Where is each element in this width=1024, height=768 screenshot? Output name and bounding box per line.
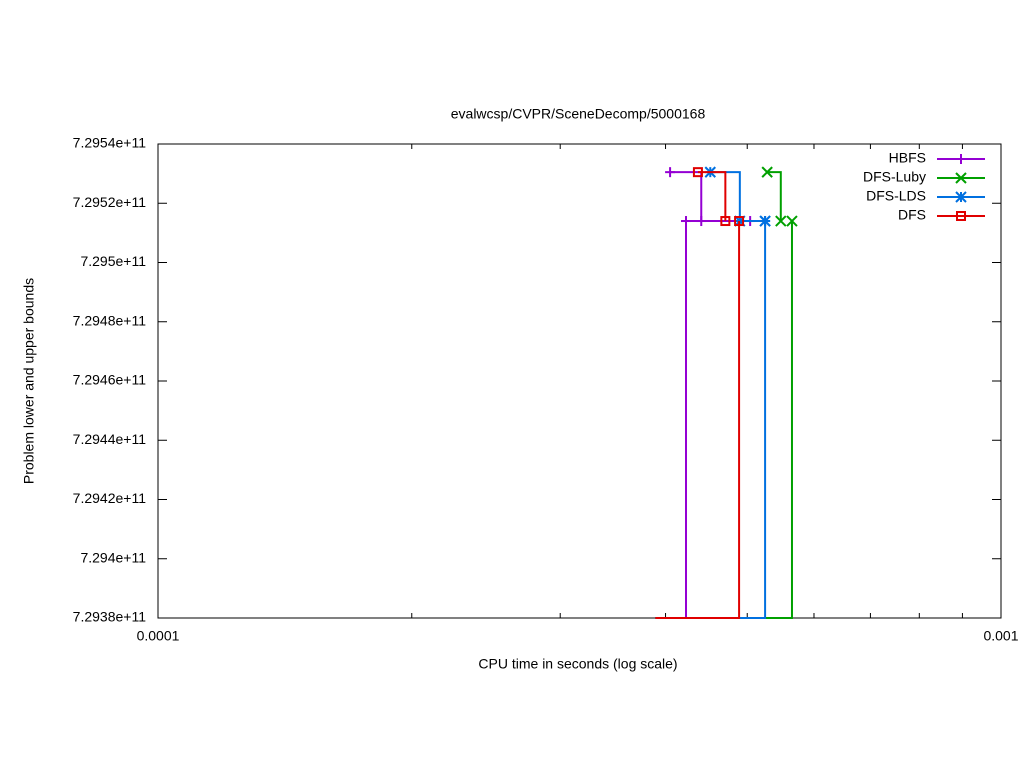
marker-square	[720, 216, 731, 227]
step-line-lower	[655, 221, 741, 619]
marker	[956, 211, 966, 221]
y-tick-label: 7.2944e+11	[73, 431, 147, 447]
marker-stroke	[786, 215, 798, 227]
marker-stroke	[759, 215, 771, 227]
legend-label: DFS-LDS	[866, 188, 926, 204]
step-line-upper	[697, 171, 727, 222]
x-axis-label: CPU time in seconds (log scale)	[478, 656, 677, 672]
marker-square	[734, 216, 745, 227]
x-tick-label: 0.0001	[137, 628, 180, 644]
marker-stroke	[761, 166, 773, 178]
x-tick-label: 0.001	[983, 628, 1018, 644]
marker	[956, 154, 966, 164]
marker	[734, 216, 745, 227]
legend-label: DFS	[898, 207, 926, 223]
y-tick-label: 7.2952e+11	[73, 194, 147, 210]
y-tick-label: 7.294e+11	[80, 549, 146, 565]
marker	[692, 167, 703, 178]
marker-stroke	[775, 215, 787, 227]
y-tick-label: 7.2938e+11	[73, 609, 147, 625]
marker	[955, 191, 967, 203]
legend-label: HBFS	[889, 150, 926, 166]
marker	[720, 216, 731, 227]
y-axis-label: Problem lower and upper bounds	[21, 278, 37, 484]
marker-stroke	[955, 191, 967, 203]
marker	[681, 216, 692, 227]
marker-square	[956, 211, 966, 221]
marker	[955, 172, 967, 184]
y-tick-label: 7.295e+11	[80, 253, 146, 269]
marker	[775, 215, 787, 227]
y-tick-label: 7.2942e+11	[73, 490, 147, 506]
legend-label: DFS-Luby	[863, 169, 926, 185]
chart-title: evalwcsp/CVPR/SceneDecomp/5000168	[451, 106, 706, 122]
marker-stroke	[955, 172, 967, 184]
y-tick-label: 7.2954e+11	[73, 135, 147, 151]
step-line-upper	[767, 171, 782, 222]
marker	[761, 166, 773, 178]
marker	[665, 167, 676, 178]
marker-square	[692, 167, 703, 178]
marker	[786, 215, 798, 227]
y-tick-label: 7.2946e+11	[73, 372, 147, 388]
marker	[759, 215, 771, 227]
marker	[696, 216, 707, 227]
y-tick-label: 7.2948e+11	[73, 312, 147, 328]
